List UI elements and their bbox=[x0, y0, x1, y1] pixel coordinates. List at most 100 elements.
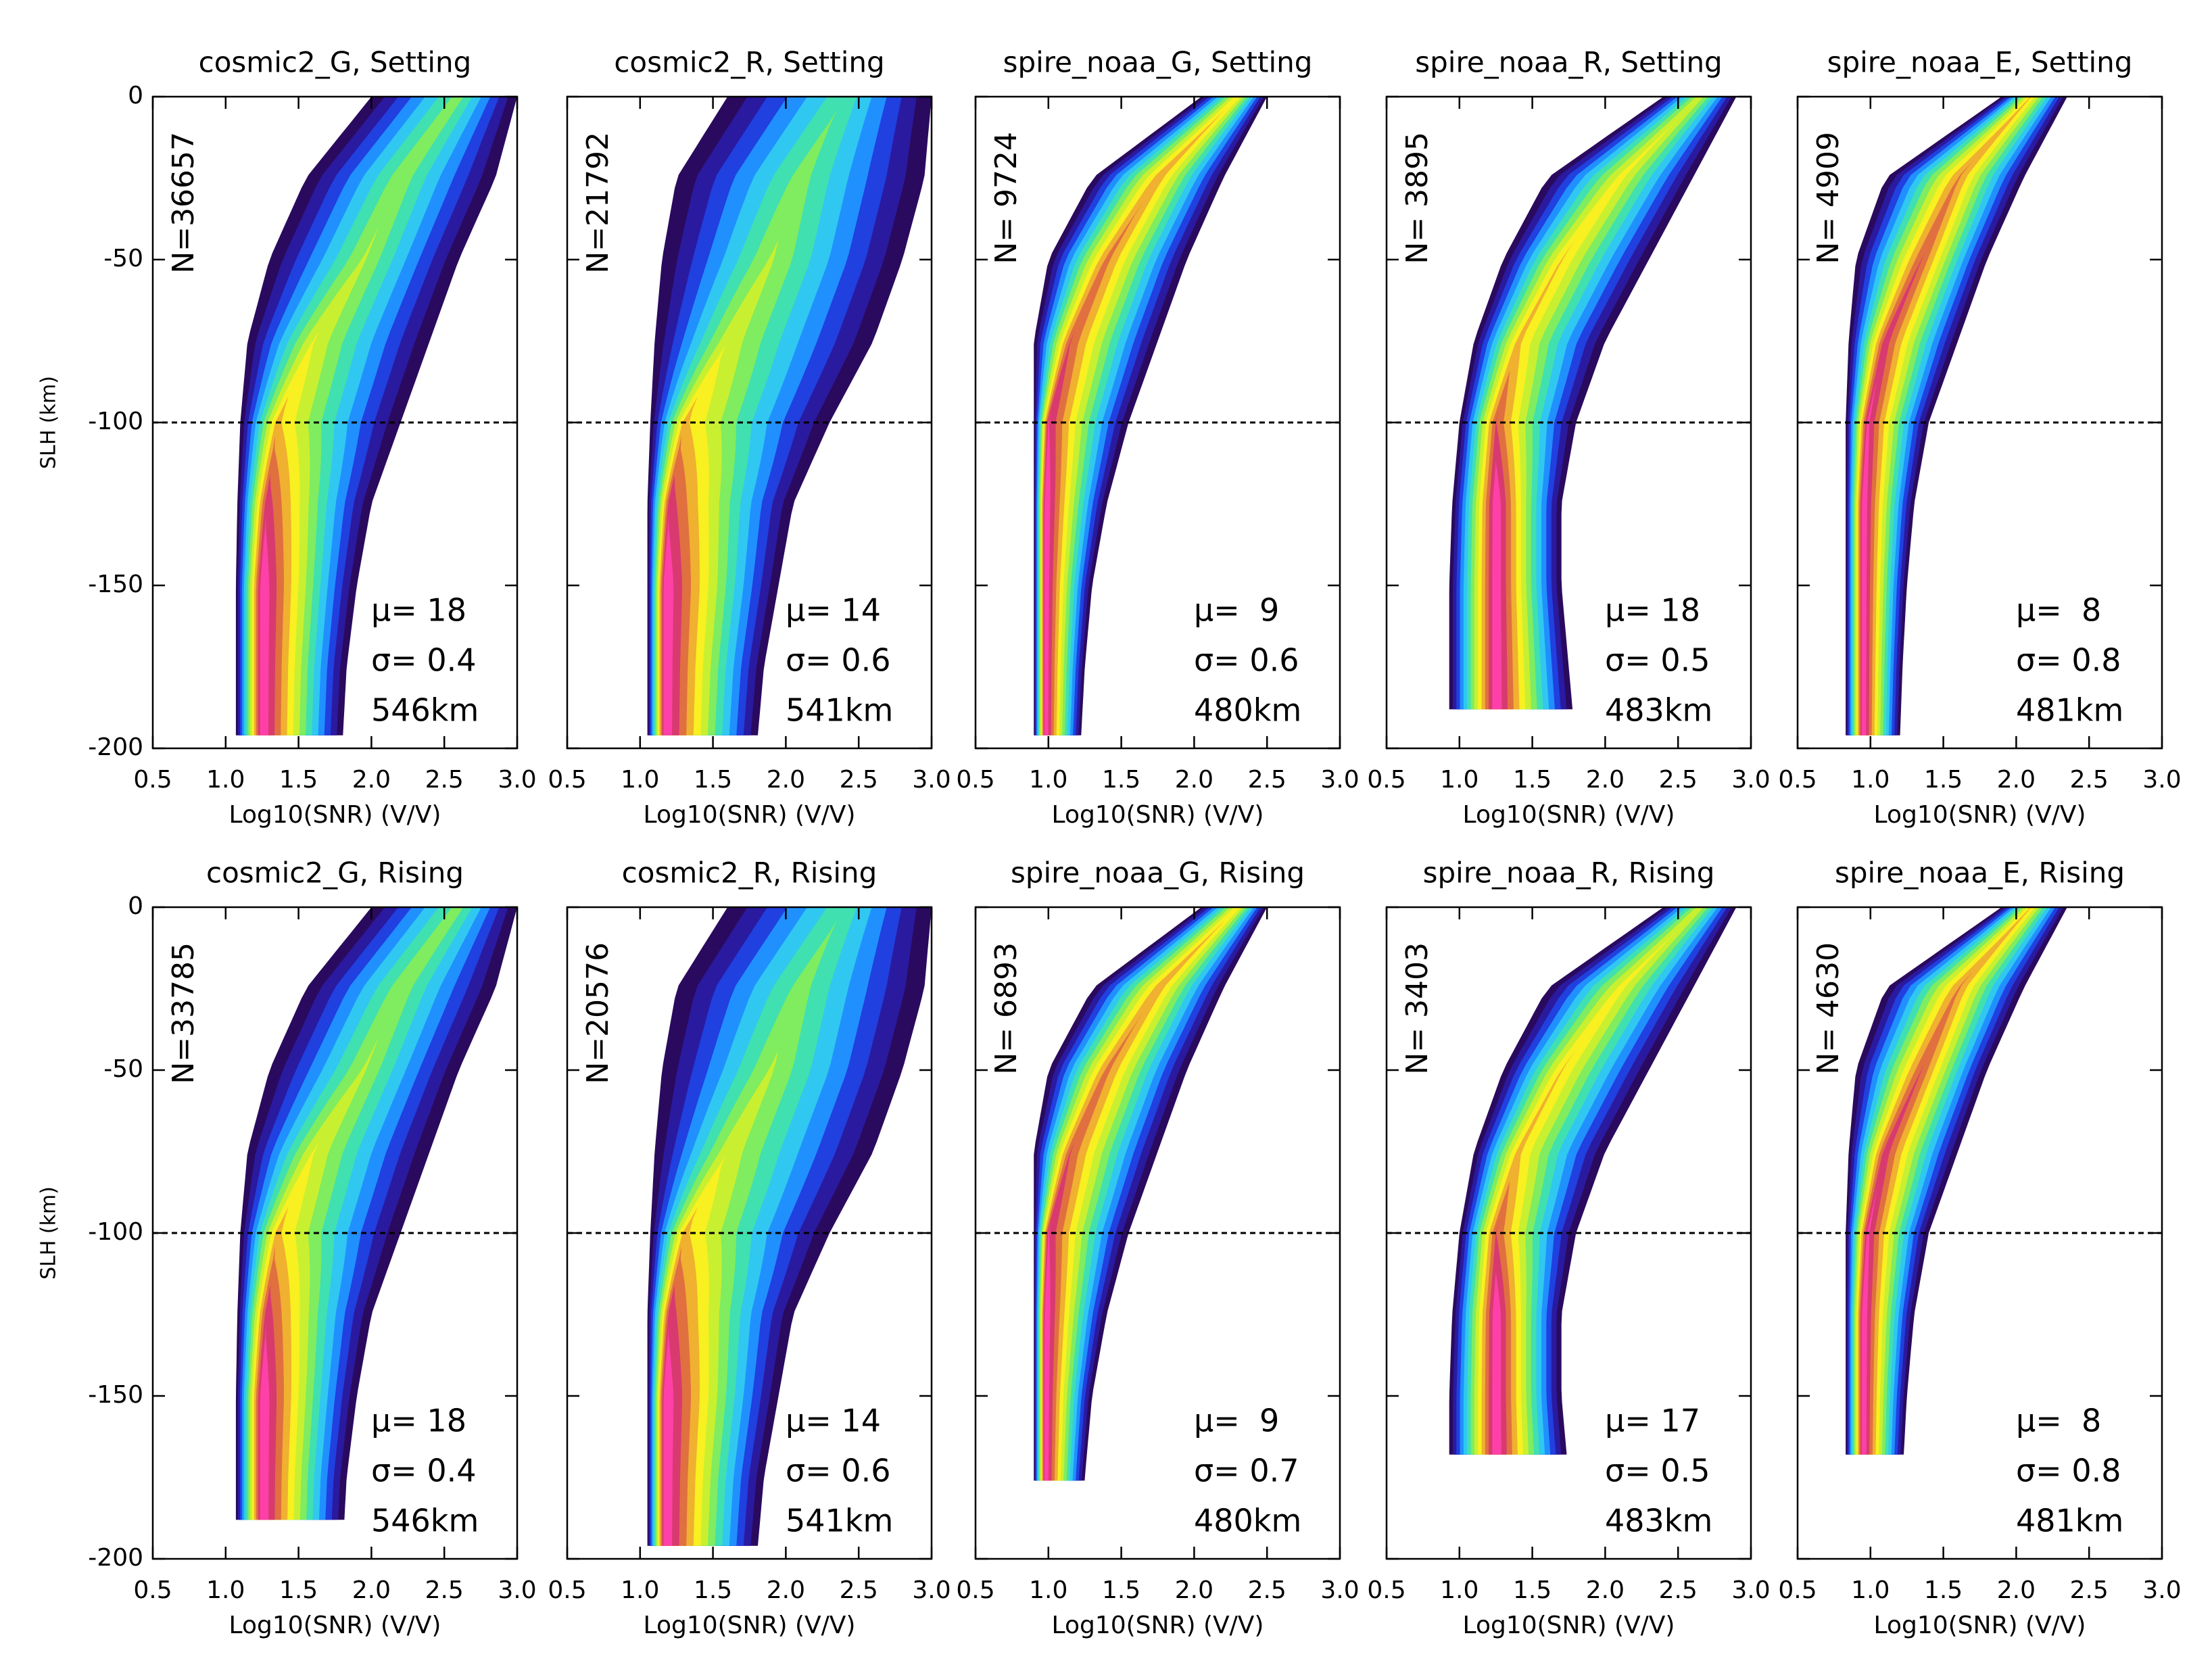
contour-level bbox=[256, 907, 459, 1520]
x-tick-label: 0.5 bbox=[1367, 766, 1405, 794]
x-tick-label: 0.5 bbox=[133, 766, 172, 794]
contour-level bbox=[658, 97, 844, 735]
x-tick-label: 1.0 bbox=[206, 766, 245, 794]
x-tick-label: 1.0 bbox=[1029, 1576, 1067, 1604]
stat-annotation: μ= 17 bbox=[1605, 1403, 1700, 1439]
sample-count: N=20576 bbox=[581, 942, 615, 1084]
stat-annotation: μ= 18 bbox=[371, 1403, 466, 1439]
x-tick-label: 2.5 bbox=[840, 766, 878, 794]
contour-level bbox=[1470, 97, 1708, 710]
contour-level bbox=[1040, 97, 1241, 735]
contour-level bbox=[658, 907, 844, 1546]
stat-annotation: μ= 8 bbox=[2016, 592, 2101, 629]
stat-annotation: 480km bbox=[1194, 692, 1301, 729]
stat-annotation: μ= 8 bbox=[2016, 1403, 2101, 1439]
stat-annotation: 481km bbox=[2016, 1503, 2123, 1539]
x-tick-label: 2.0 bbox=[1586, 1576, 1625, 1604]
panel-title: spire_noaa_E, Rising bbox=[1835, 856, 2125, 890]
contour-level bbox=[1859, 907, 2031, 1455]
contour-level bbox=[256, 97, 459, 735]
x-tick-label: 0.5 bbox=[548, 766, 586, 794]
density-contours bbox=[1449, 907, 1737, 1455]
x-tick-label: 3.0 bbox=[1320, 766, 1359, 794]
density-contours bbox=[1449, 97, 1737, 710]
stat-annotation: σ= 0.4 bbox=[371, 642, 476, 679]
x-tick-label: 0.5 bbox=[1778, 1576, 1817, 1604]
panel: 0.5 1.0 1.5 2.0 2.5 3.0 cosmic2_R, Setting Log1… bbox=[548, 46, 951, 829]
x-tick-label: 2.0 bbox=[767, 1576, 805, 1604]
x-tick-label: 1.0 bbox=[1029, 766, 1067, 794]
x-tick-label: 2.0 bbox=[352, 766, 391, 794]
stat-annotation: 541km bbox=[786, 692, 893, 729]
x-tick-label: 1.5 bbox=[694, 1576, 732, 1604]
x-tick-label: 0.5 bbox=[956, 766, 994, 794]
stat-annotation: μ= 14 bbox=[786, 592, 881, 629]
panel: 0.5 1.0 1.5 2.0 2.5 3.0 spire_noaa_R, Setting L… bbox=[1367, 46, 1770, 829]
x-tick-label: 2.5 bbox=[425, 766, 464, 794]
x-tick-label: 1.5 bbox=[1924, 1576, 1963, 1604]
contour-level bbox=[1858, 97, 2031, 735]
x-axis-label: Log10(SNR) (V/V) bbox=[644, 1612, 856, 1639]
stat-annotation: μ= 18 bbox=[1605, 592, 1700, 629]
stat-annotation: μ= 18 bbox=[371, 592, 466, 629]
contour-level bbox=[1470, 907, 1708, 1455]
stat-annotation: 546km bbox=[371, 692, 479, 729]
x-tick-label: 1.5 bbox=[279, 1576, 318, 1604]
x-tick-label: 2.0 bbox=[1586, 766, 1625, 794]
sample-count: N=21792 bbox=[581, 132, 615, 274]
panel: 0.5 1.0 1.5 2.0 2.5 3.0 0 -50 -100 -150 -200 cosmic… bbox=[37, 856, 537, 1640]
stat-annotation: σ= 0.4 bbox=[371, 1453, 476, 1489]
y-tick-label: -150 bbox=[88, 571, 143, 598]
stat-annotation: 546km bbox=[371, 1503, 479, 1539]
panel-title: spire_noaa_G, Setting bbox=[1003, 46, 1313, 79]
density-contours bbox=[1846, 907, 2067, 1455]
x-tick-label: 2.5 bbox=[1659, 766, 1698, 794]
x-tick-label: 1.0 bbox=[206, 1576, 245, 1604]
x-tick-label: 1.5 bbox=[694, 766, 732, 794]
panel: 0.5 1.0 1.5 2.0 2.5 3.0 spire_noaa_E, Setting L… bbox=[1778, 46, 2181, 829]
density-contours bbox=[1034, 907, 1268, 1481]
x-axis-label: Log10(SNR) (V/V) bbox=[1874, 1612, 2086, 1639]
x-tick-label: 2.5 bbox=[425, 1576, 464, 1604]
x-tick-label: 1.5 bbox=[1513, 766, 1552, 794]
x-tick-label: 3.0 bbox=[2142, 766, 2181, 794]
panel-title: spire_noaa_R, Rising bbox=[1423, 856, 1715, 890]
stat-annotation: μ= 9 bbox=[1194, 1403, 1279, 1439]
contour-level bbox=[1042, 907, 1239, 1481]
x-tick-label: 1.5 bbox=[1102, 1576, 1140, 1604]
x-tick-label: 2.5 bbox=[1248, 1576, 1287, 1604]
stat-annotation: σ= 0.5 bbox=[1605, 642, 1710, 679]
sample-count: N=33785 bbox=[166, 942, 201, 1084]
panel: 0.5 1.0 1.5 2.0 2.5 3.0 spire_noaa_E, Rising Lo… bbox=[1778, 856, 2181, 1640]
contour-level bbox=[1040, 97, 1245, 735]
panel: 0.5 1.0 1.5 2.0 2.5 3.0 0 -50 -100 -150 -200 cosmic… bbox=[37, 46, 537, 829]
stat-annotation: μ= 9 bbox=[1194, 592, 1279, 629]
x-tick-label: 1.5 bbox=[1102, 766, 1140, 794]
x-axis-label: Log10(SNR) (V/V) bbox=[229, 801, 441, 829]
y-axis-label: SLH (km) bbox=[37, 376, 61, 469]
sample-count: N= 3895 bbox=[1400, 132, 1435, 264]
x-axis-label: Log10(SNR) (V/V) bbox=[1052, 1612, 1264, 1639]
x-tick-label: 2.5 bbox=[840, 1576, 878, 1604]
panel: 0.5 1.0 1.5 2.0 2.5 3.0 spire_noaa_G, Rising Lo… bbox=[956, 856, 1359, 1640]
sample-count: N= 3403 bbox=[1400, 942, 1435, 1075]
x-tick-label: 0.5 bbox=[548, 1576, 586, 1604]
stat-annotation: σ= 0.6 bbox=[786, 642, 890, 679]
y-tick-label: -150 bbox=[88, 1381, 143, 1409]
stat-annotation: σ= 0.5 bbox=[1605, 1453, 1710, 1489]
panel: 0.5 1.0 1.5 2.0 2.5 3.0 spire_noaa_G, Setting L… bbox=[956, 46, 1359, 829]
sample-count: N=36657 bbox=[166, 132, 201, 274]
x-tick-label: 1.0 bbox=[1440, 766, 1478, 794]
x-tick-label: 3.0 bbox=[498, 766, 536, 794]
stat-annotation: σ= 0.8 bbox=[2016, 642, 2121, 679]
contour-level bbox=[1038, 907, 1251, 1481]
stat-annotation: σ= 0.6 bbox=[1194, 642, 1299, 679]
x-tick-label: 2.0 bbox=[1997, 1576, 2036, 1604]
panel: 0.5 1.0 1.5 2.0 2.5 3.0 cosmic2_R, Rising Log10… bbox=[548, 856, 951, 1640]
sample-count: N= 4909 bbox=[1811, 132, 1846, 264]
density-contours bbox=[1034, 97, 1268, 735]
x-tick-label: 0.5 bbox=[133, 1576, 172, 1604]
x-axis-label: Log10(SNR) (V/V) bbox=[1463, 801, 1675, 829]
panel-title: cosmic2_R, Rising bbox=[622, 856, 877, 890]
density-contours bbox=[647, 907, 932, 1546]
